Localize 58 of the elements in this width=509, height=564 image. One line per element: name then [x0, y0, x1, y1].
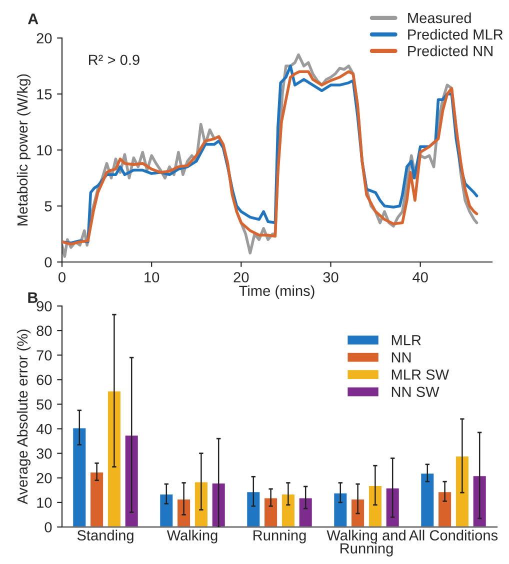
- bar: [280, 493, 296, 527]
- bar: [420, 472, 436, 527]
- bar: [176, 498, 192, 527]
- bar: [350, 498, 366, 527]
- bar: [263, 496, 278, 527]
- x-tick-label: All Conditions: [408, 530, 498, 540]
- bar: [194, 480, 209, 527]
- bar: [210, 482, 226, 527]
- y-tick-label: 0: [44, 522, 52, 532]
- y-tick-label: 40: [36, 424, 52, 434]
- legend-label: MLR SW: [392, 369, 450, 380]
- y-tick-label: 90: [36, 301, 52, 312]
- legend-label: NN SW: [392, 386, 440, 398]
- legend-label: Predicted NN: [408, 45, 492, 56]
- legend-label: MLR: [392, 335, 421, 346]
- y-tick-label: 5: [44, 201, 52, 212]
- x-tick-label: 30: [323, 272, 338, 282]
- bar: [454, 455, 470, 527]
- bar: [437, 490, 452, 527]
- legend-label: NN: [392, 352, 411, 362]
- y-tick-label: 30: [36, 448, 52, 459]
- y-tick-label: 50: [36, 399, 52, 410]
- annotation: R² > 0.9: [88, 54, 140, 66]
- y-axis-title: Average Absolute error (%): [16, 330, 31, 504]
- y-axis-title: Metabolic power (W/kg): [16, 74, 31, 226]
- bar: [89, 471, 104, 527]
- x-axis-title: Time (mins): [239, 285, 314, 299]
- y-tick-label: 60: [36, 374, 52, 386]
- y-tick-label: 10: [37, 498, 52, 508]
- x-tick-label: 10: [144, 272, 160, 282]
- chart-title: A: [28, 14, 38, 24]
- bar: [124, 434, 140, 527]
- bar: [246, 490, 262, 527]
- bar: [106, 390, 122, 527]
- y-tick-label: 10: [37, 145, 52, 156]
- bar: [472, 474, 488, 527]
- bar: [298, 496, 314, 527]
- chart-title: B: [28, 292, 38, 303]
- x-tick-label: Running: [254, 530, 306, 544]
- y-tick-label: 0: [44, 257, 52, 268]
- x-tick-label: 0: [58, 272, 66, 282]
- bar: [72, 426, 88, 527]
- bar: [332, 492, 348, 527]
- y-tick-label: 80: [36, 326, 52, 336]
- x-tick-label: Walking and Running: [326, 530, 406, 556]
- x-tick-label: 40: [412, 272, 428, 282]
- x-tick-label: Walking: [166, 530, 218, 544]
- y-tick-label: 20: [36, 472, 52, 484]
- y-tick-label: 70: [36, 350, 52, 361]
- x-tick-label: Standing: [77, 530, 134, 544]
- legend-label: Predicted MLR: [408, 28, 503, 40]
- y-tick-label: 20: [36, 33, 52, 44]
- legend-label: Measured: [408, 12, 471, 24]
- bar: [158, 493, 174, 527]
- bar: [368, 484, 383, 527]
- bar: [384, 487, 400, 527]
- x-tick-label: 20: [234, 272, 249, 282]
- y-tick-label: 15: [37, 89, 52, 100]
